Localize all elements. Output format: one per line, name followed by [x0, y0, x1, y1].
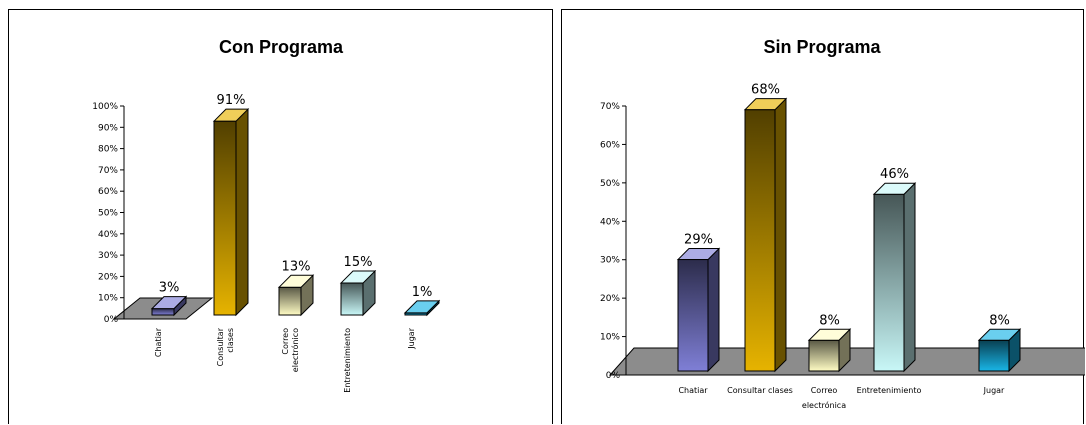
bar-4 [872, 182, 917, 373]
y-tick-label: 0% [104, 315, 119, 325]
y-tick-label: 70% [98, 166, 118, 176]
bar-top [743, 98, 788, 111]
data-label: 29% [684, 233, 713, 248]
y-tick-label: 100% [92, 102, 118, 112]
data-label: 8% [819, 313, 840, 328]
bar-5 [403, 299, 441, 317]
y-tick-label: 0% [606, 371, 621, 381]
y-tick-label: 30% [600, 256, 620, 266]
chart-panel-sin-programa: Sin Programa 0% 10% 20% 30% 40% 50% 60% 70% 29% Ch… [561, 9, 1085, 424]
y-tick-label: 50% [600, 179, 620, 189]
bar-front [340, 282, 364, 316]
bar-3 [807, 328, 852, 373]
bar-top [676, 248, 721, 261]
data-label: 3% [159, 281, 180, 296]
category-label: Jugar [983, 386, 1005, 395]
category-label: Entretenimiento [857, 386, 922, 395]
category-label: Correo electrónica [802, 386, 846, 410]
y-tick-label: 50% [98, 209, 118, 219]
bar-5 [977, 328, 1022, 373]
bar-top [212, 108, 250, 122]
category-label: Chatiar [678, 386, 708, 395]
category-label: Jugar [407, 327, 416, 349]
bar-front [278, 286, 302, 316]
bar-4 [339, 269, 377, 317]
bar-side [707, 247, 720, 373]
chart-sin-programa: Sin Programa 0% 10% 20% 30% 40% 50% 60% 70% 29% Ch… [600, 37, 1085, 410]
data-label: 68% [751, 83, 780, 98]
y-tick-label: 40% [98, 230, 118, 240]
bar-front [873, 193, 905, 372]
y-tick-label: 90% [98, 123, 118, 133]
chart-title: Con Programa [219, 37, 344, 57]
category-label: Chatiar [154, 327, 163, 357]
bar-front [213, 120, 237, 316]
chart-title: Sin Programa [763, 37, 881, 57]
bar-front [978, 339, 1010, 372]
bar-top [403, 300, 441, 314]
bar-side [235, 107, 249, 317]
bar-top [277, 274, 315, 288]
bar-top [150, 296, 188, 310]
category-label: Consultar clases [727, 386, 793, 395]
bar-3 [277, 274, 315, 317]
y-tick-label: 20% [600, 294, 620, 304]
y-tick-label: 10% [600, 333, 620, 343]
bar-2 [212, 107, 250, 317]
bar-2 [743, 97, 788, 373]
bar-top [339, 270, 377, 284]
y-tick-label: 60% [600, 140, 620, 150]
data-label: 15% [344, 255, 373, 270]
bar-side [774, 97, 787, 373]
data-label: 46% [880, 167, 909, 182]
y-tick-label: 80% [98, 145, 118, 155]
y-tick-label: 70% [600, 102, 620, 112]
bar-top [872, 182, 917, 195]
category-label: Correoelectrónico [281, 328, 300, 372]
y-tick-label: 20% [98, 272, 118, 282]
y-tick-label: 40% [600, 217, 620, 227]
data-label: 13% [282, 259, 311, 274]
bar-front [744, 109, 776, 372]
y-tick-label: 10% [98, 294, 118, 304]
data-label: 91% [217, 93, 246, 108]
category-label: Consultarclases [216, 327, 235, 366]
bar-top [977, 328, 1022, 341]
y-tick-label: 60% [98, 187, 118, 197]
category-label: Entretenimiento [343, 328, 352, 393]
bar-1 [676, 247, 721, 373]
bar-front [677, 259, 709, 372]
data-label: 8% [989, 313, 1010, 328]
data-label: 1% [412, 285, 433, 300]
bar-side [903, 182, 916, 373]
chart-con-programa: Con Programa 0% 10% 20% 30% 40% 50% 60% 70% 80% 90… [92, 37, 441, 393]
bar-front [151, 308, 175, 316]
bar-front [808, 339, 840, 372]
chart-panel-con-programa: Con Programa 0% 10% 20% 30% 40% 50% 60% 70% 80% 90… [8, 9, 553, 424]
bar-1 [150, 295, 188, 317]
y-tick-label: 30% [98, 251, 118, 261]
bar-top [807, 328, 852, 341]
